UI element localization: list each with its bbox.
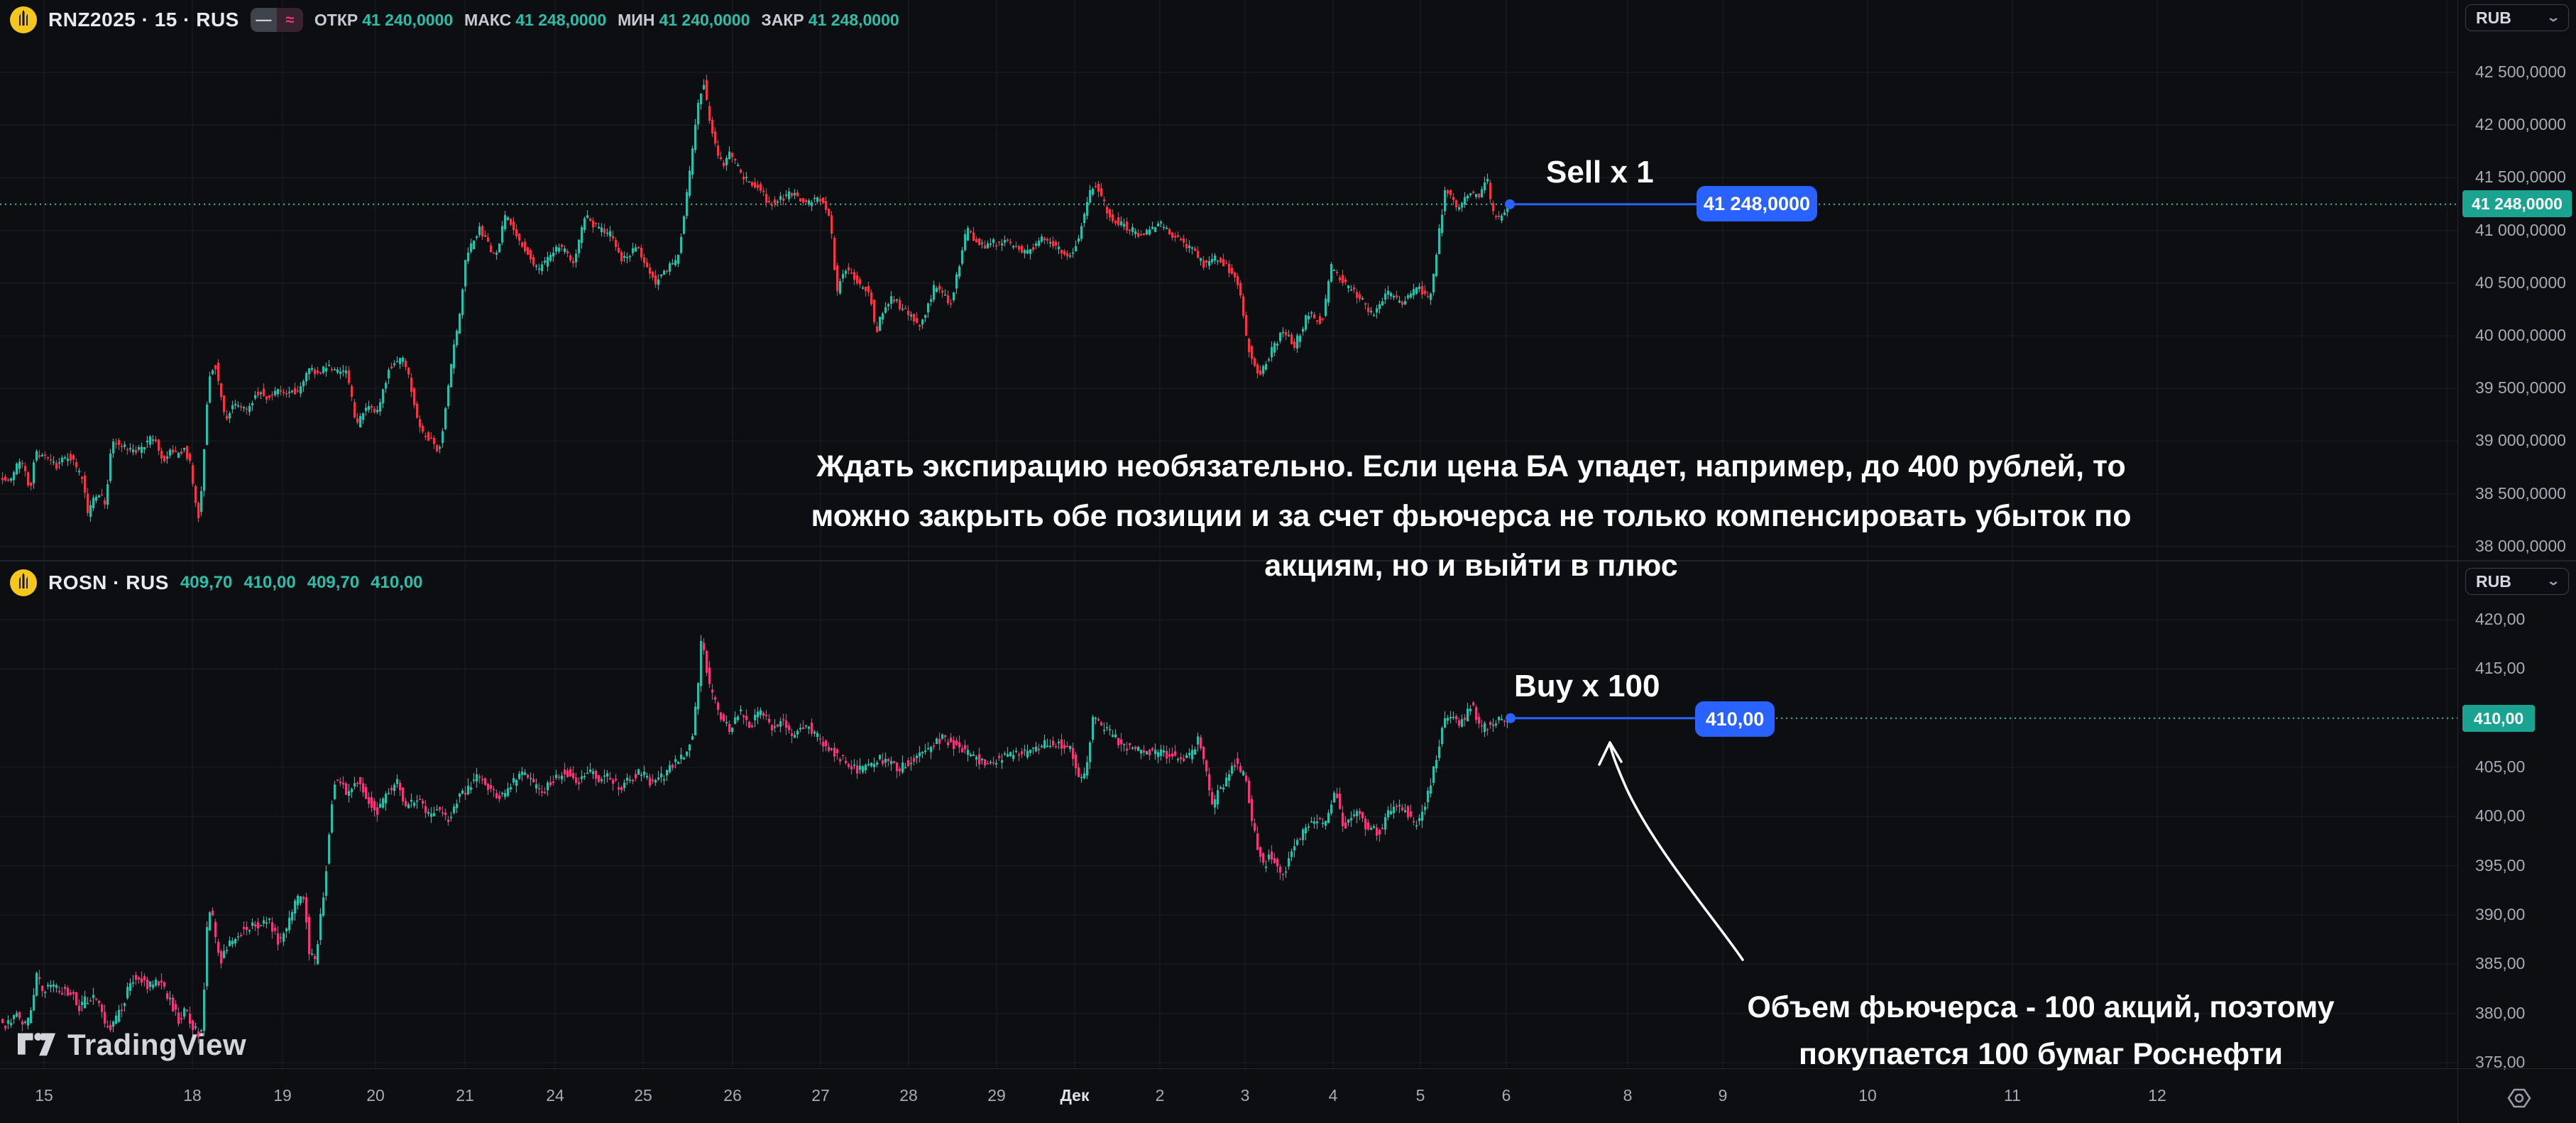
price-line-dotted xyxy=(0,203,2457,719)
watermark-text: TradingView xyxy=(67,1028,247,1061)
open-value: 41 240,0000 xyxy=(362,10,454,29)
chevron-down-icon: ⌄ xyxy=(2545,11,2560,24)
currency-select-bottom[interactable]: RUB ⌄ xyxy=(2465,568,2569,595)
continuous-contract-icon[interactable]: ≈ xyxy=(276,8,303,32)
high-value: 41 248,0000 xyxy=(515,10,607,29)
sell-price-tag[interactable]: 41 248,0000 xyxy=(1697,186,1817,221)
last-price-label-bottom: 410,00 xyxy=(2462,705,2535,732)
price-tick: 400,00 xyxy=(2475,806,2526,826)
middle-note: Ждать экспирацию необязательно. Если цен… xyxy=(811,449,2132,583)
buy-annotation[interactable]: Buy x 100 xyxy=(1514,669,1660,703)
high-value-2: 410,00 xyxy=(243,573,296,592)
curved-arrow-annotation xyxy=(1598,741,1744,961)
price-tick: 42 000,0000 xyxy=(2475,115,2566,134)
time-tick: 10 xyxy=(1858,1086,1877,1105)
ohlc-open: ОТКР 41 240,0000 xyxy=(314,11,453,30)
price-tick: 40 500,0000 xyxy=(2475,273,2566,292)
time-tick: 2 xyxy=(1155,1086,1165,1105)
currency-bottom-label: RUB xyxy=(2476,571,2511,591)
price-tick: 415,00 xyxy=(2475,659,2526,678)
time-tick: 20 xyxy=(366,1086,385,1105)
time-tick: 11 xyxy=(2004,1086,2021,1105)
low-label: МИН xyxy=(618,10,655,29)
high-label: МАКС xyxy=(464,10,512,29)
price-axis[interactable]: RUB ⌄ RUB ⌄ 42 500,0000 42 000,0000 41 500… xyxy=(2457,0,2576,1123)
tradingview-logo-icon xyxy=(18,1033,56,1056)
open-value-2: 409,70 xyxy=(180,573,233,592)
sell-annotation[interactable]: Sell x 1 xyxy=(1546,155,1654,190)
time-tick: 9 xyxy=(1718,1086,1728,1105)
price-tick: 38 000,0000 xyxy=(2475,536,2566,555)
rosneft-logo-icon xyxy=(10,569,37,596)
low-value: 41 240,0000 xyxy=(659,10,750,29)
close-value-2: 410,00 xyxy=(371,573,423,592)
time-tick: 25 xyxy=(634,1086,652,1105)
grid-horizontal xyxy=(0,72,2457,1063)
time-tick: Дек xyxy=(1060,1086,1090,1105)
grid-vertical xyxy=(43,0,2448,1068)
ohlc-high: МАКС 41 248,0000 xyxy=(464,11,606,30)
time-tick: 6 xyxy=(1501,1086,1511,1105)
price-tick: 390,00 xyxy=(2475,905,2526,924)
price-tick: 380,00 xyxy=(2475,1003,2526,1022)
rosneft-futures-logo-icon xyxy=(10,6,37,33)
open-label: ОТКР xyxy=(314,10,358,29)
time-tick: 21 xyxy=(456,1086,474,1105)
candles-pane-2 xyxy=(1,635,1508,1043)
time-tick: 29 xyxy=(987,1086,1006,1105)
currency-top-label: RUB xyxy=(2476,8,2511,27)
price-tick: 385,00 xyxy=(2475,954,2526,973)
ohlc-close: ЗАКР 41 248,0000 xyxy=(761,11,899,30)
price-tick: 40 000,0000 xyxy=(2475,326,2566,344)
currency-select-top[interactable]: RUB ⌄ xyxy=(2465,4,2569,31)
time-tick: 5 xyxy=(1415,1086,1425,1105)
ohlc-low: МИН 41 240,0000 xyxy=(618,11,750,30)
tradingview-watermark: TradingView xyxy=(18,1028,246,1062)
time-tick: 4 xyxy=(1328,1086,1338,1105)
chevron-down-icon: ⌄ xyxy=(2545,574,2560,588)
price-tick: 38 500,0000 xyxy=(2475,483,2566,503)
axis-settings-eye-icon[interactable] xyxy=(2506,1087,2533,1110)
close-value: 41 248,0000 xyxy=(808,10,899,29)
legend-bottom: ROSN · RUS 409,70 410,00 409,70 410,00 xyxy=(10,567,423,598)
buy-price-tag[interactable]: 410,00 xyxy=(1695,701,1775,737)
price-tick: 41 000,0000 xyxy=(2475,220,2566,239)
sell-position-line[interactable] xyxy=(1505,199,1697,209)
time-tick: 27 xyxy=(811,1086,830,1105)
candles-pane-1 xyxy=(1,75,1508,522)
last-price-label-top: 41 248,0000 xyxy=(2462,190,2572,217)
price-tick: 39 000,0000 xyxy=(2475,431,2566,450)
time-tick: 12 xyxy=(2148,1086,2166,1105)
contract-toggle[interactable]: — ≈ xyxy=(250,8,303,32)
price-tick: 41 500,0000 xyxy=(2475,168,2566,187)
time-axis[interactable]: 15 18 19 20 21 24 25 26 27 28 29 Дек 2 3 4 5 6 8 9 10 11 12 xyxy=(0,1068,2576,1123)
price-tick: 375,00 xyxy=(2475,1053,2526,1071)
low-value-2: 409,70 xyxy=(307,573,360,592)
time-tick: 26 xyxy=(723,1086,742,1105)
dash-toggle-icon[interactable]: — xyxy=(250,8,277,32)
legend-top: RNZ2025 · 15 · RUS — ≈ ОТКР 41 240,0000 … xyxy=(10,4,899,35)
price-tick: 395,00 xyxy=(2475,855,2526,875)
close-label: ЗАКР xyxy=(761,10,804,29)
sell-line-handle xyxy=(1505,199,1515,209)
futures-volume-note: Объем фьючерса - 100 акций, поэтому поку… xyxy=(1747,990,2335,1071)
time-tick: 19 xyxy=(273,1086,292,1105)
symbol-title[interactable]: RNZ2025 · 15 · RUS xyxy=(48,9,239,31)
price-tick: 42 500,0000 xyxy=(2475,62,2566,81)
time-tick: 15 xyxy=(35,1086,53,1105)
buy-position-line[interactable] xyxy=(1506,713,1695,723)
price-tick: 405,00 xyxy=(2475,757,2526,776)
price-tick: 420,00 xyxy=(2475,610,2526,628)
time-tick: 3 xyxy=(1240,1086,1250,1105)
time-tick: 28 xyxy=(899,1086,918,1105)
buy-line-handle xyxy=(1506,713,1516,723)
symbol-title-2[interactable]: ROSN · RUS xyxy=(48,571,169,593)
time-tick: 18 xyxy=(183,1086,202,1105)
time-tick: 8 xyxy=(1623,1086,1633,1105)
time-tick: 24 xyxy=(546,1086,564,1105)
price-tick: 39 500,0000 xyxy=(2475,378,2566,398)
